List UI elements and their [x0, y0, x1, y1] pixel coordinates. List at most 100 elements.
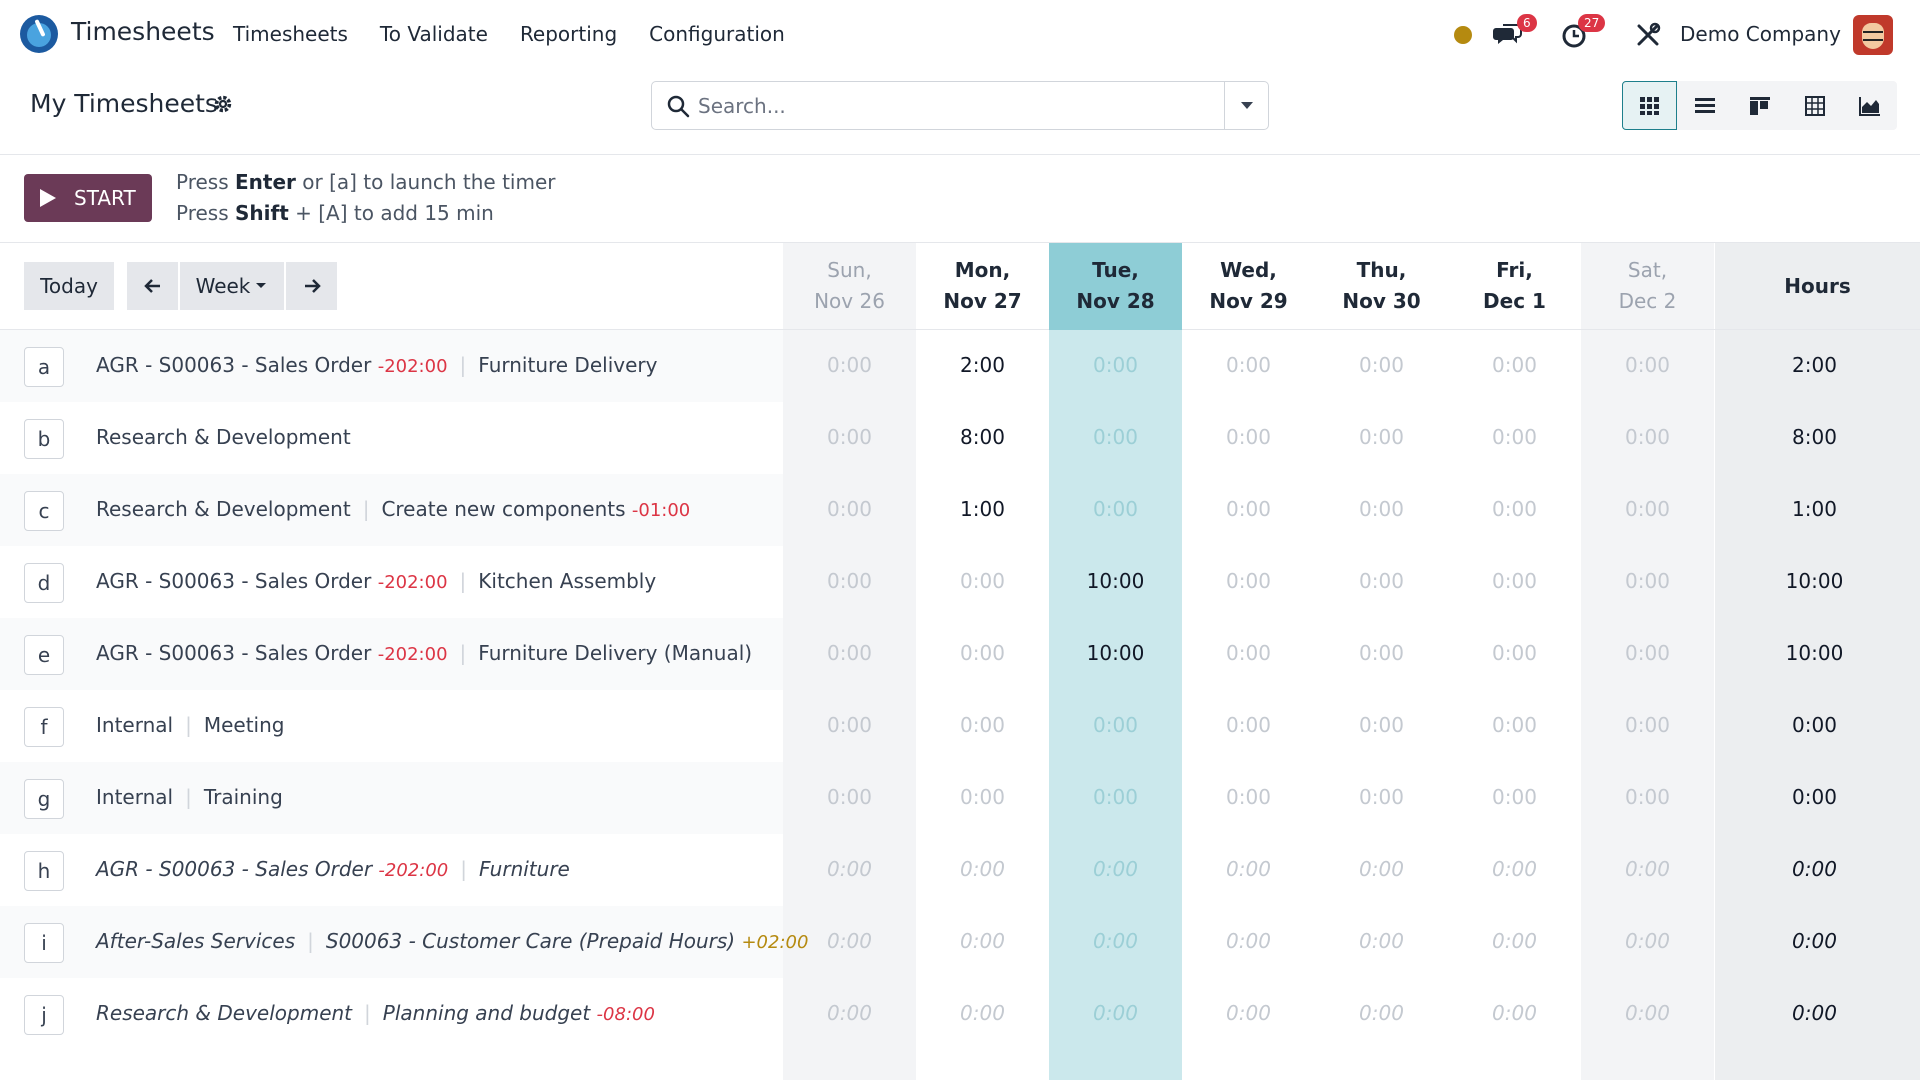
hours-cell[interactable]: 0:00 — [1226, 1001, 1271, 1025]
hours-cell[interactable]: 0:00 — [960, 713, 1005, 737]
hours-cell[interactable]: 0:00 — [827, 425, 872, 449]
menu-item-reporting[interactable]: Reporting — [519, 22, 618, 46]
hours-cell[interactable]: 0:00 — [1359, 353, 1404, 377]
hours-cell[interactable]: 0:00 — [1359, 569, 1404, 593]
hours-cell[interactable]: 0:00 — [1492, 929, 1537, 953]
hours-cell[interactable]: 0:00 — [1226, 857, 1271, 881]
hours-cell[interactable]: 0:00 — [1226, 929, 1271, 953]
debug-tools-icon[interactable] — [1633, 20, 1663, 50]
hours-cell[interactable]: 0:00 — [1093, 785, 1138, 809]
hours-cell[interactable]: 0:00 — [1625, 569, 1670, 593]
hours-cell[interactable]: 0:00 — [827, 641, 872, 665]
hours-cell[interactable]: 0:00 — [1093, 425, 1138, 449]
hours-cell[interactable]: 0:00 — [1093, 1001, 1138, 1025]
row-shortcut-key[interactable]: c — [24, 491, 64, 531]
grid-view-button[interactable] — [1622, 81, 1677, 130]
hours-cell[interactable]: 0:00 — [1492, 1001, 1537, 1025]
today-button[interactable]: Today — [24, 262, 114, 310]
hours-cell[interactable]: 0:00 — [1625, 497, 1670, 521]
hours-cell[interactable]: 0:00 — [1359, 785, 1404, 809]
hours-cell[interactable]: 0:00 — [1625, 785, 1670, 809]
pivot-view-button[interactable] — [1787, 81, 1842, 130]
company-switcher[interactable]: Demo Company — [1680, 22, 1841, 46]
hours-cell[interactable]: 0:00 — [960, 569, 1005, 593]
user-avatar[interactable] — [1853, 15, 1893, 55]
hours-cell[interactable]: 0:00 — [827, 857, 872, 881]
week-range-dropdown[interactable]: Week — [180, 262, 284, 310]
hours-cell[interactable]: 0:00 — [1492, 353, 1537, 377]
row-shortcut-key[interactable]: h — [24, 851, 64, 891]
graph-view-button[interactable] — [1842, 81, 1897, 130]
hours-cell[interactable]: 0:00 — [1359, 497, 1404, 521]
menu-item-timesheets[interactable]: Timesheets — [233, 22, 348, 46]
row-shortcut-key[interactable]: d — [24, 563, 64, 603]
list-view-button[interactable] — [1677, 81, 1732, 130]
hours-cell[interactable]: 0:00 — [1093, 857, 1138, 881]
presence-status-icon[interactable] — [1454, 26, 1472, 44]
hours-cell[interactable]: 10:00 — [1086, 569, 1145, 593]
hours-cell[interactable]: 0:00 — [1492, 425, 1537, 449]
hours-cell[interactable]: 2:00 — [960, 353, 1005, 377]
hours-cell[interactable]: 0:00 — [960, 857, 1005, 881]
row-shortcut-key[interactable]: i — [24, 923, 64, 963]
hours-cell[interactable]: 0:00 — [1093, 929, 1138, 953]
row-shortcut-key[interactable]: j — [24, 995, 64, 1035]
hours-cell[interactable]: 1:00 — [960, 497, 1005, 521]
hours-cell[interactable]: 0:00 — [827, 713, 872, 737]
row-shortcut-key[interactable]: g — [24, 779, 64, 819]
hours-cell[interactable]: 0:00 — [1226, 713, 1271, 737]
hours-cell[interactable]: 0:00 — [1359, 929, 1404, 953]
timesheets-app-icon[interactable] — [20, 15, 58, 53]
start-timer-button[interactable]: START — [24, 174, 152, 222]
hours-cell[interactable]: 0:00 — [960, 1001, 1005, 1025]
search-input[interactable] — [698, 90, 1198, 122]
hours-cell[interactable]: 0:00 — [1226, 497, 1271, 521]
hours-cell[interactable]: 0:00 — [827, 497, 872, 521]
hours-cell[interactable]: 0:00 — [960, 641, 1005, 665]
hours-cell[interactable]: 0:00 — [1093, 497, 1138, 521]
hours-cell[interactable]: 0:00 — [1226, 425, 1271, 449]
hours-cell[interactable]: 0:00 — [1359, 857, 1404, 881]
hours-cell[interactable]: 0:00 — [1359, 425, 1404, 449]
hours-cell[interactable]: 0:00 — [1093, 353, 1138, 377]
kanban-view-button[interactable] — [1732, 81, 1787, 130]
hours-cell[interactable]: 0:00 — [1625, 857, 1670, 881]
hours-cell[interactable]: 0:00 — [827, 1001, 872, 1025]
hours-cell[interactable]: 0:00 — [827, 569, 872, 593]
hours-cell[interactable]: 0:00 — [960, 785, 1005, 809]
hours-cell[interactable]: 0:00 — [1492, 713, 1537, 737]
row-shortcut-key[interactable]: b — [24, 419, 64, 459]
hours-cell[interactable]: 0:00 — [1625, 929, 1670, 953]
gear-icon[interactable] — [212, 93, 234, 115]
hours-cell[interactable]: 10:00 — [1086, 641, 1145, 665]
hours-cell[interactable]: 0:00 — [1226, 785, 1271, 809]
hours-cell[interactable]: 0:00 — [1492, 569, 1537, 593]
previous-week-button[interactable] — [127, 262, 178, 310]
hours-cell[interactable]: 0:00 — [1226, 569, 1271, 593]
row-shortcut-key[interactable]: f — [24, 707, 64, 747]
hours-cell[interactable]: 0:00 — [960, 929, 1005, 953]
next-week-button[interactable] — [286, 262, 337, 310]
hours-cell[interactable]: 0:00 — [1625, 1001, 1670, 1025]
hours-cell[interactable]: 0:00 — [1093, 713, 1138, 737]
hours-cell[interactable]: 0:00 — [1492, 785, 1537, 809]
hours-cell[interactable]: 0:00 — [1492, 641, 1537, 665]
row-shortcut-key[interactable]: e — [24, 635, 64, 675]
hours-cell[interactable]: 0:00 — [1492, 857, 1537, 881]
menu-item-to-validate[interactable]: To Validate — [379, 22, 488, 46]
hours-cell[interactable]: 0:00 — [1359, 641, 1404, 665]
hours-cell[interactable]: 0:00 — [1226, 641, 1271, 665]
hours-cell[interactable]: 0:00 — [1226, 353, 1271, 377]
search-options-toggle[interactable] — [1224, 82, 1268, 129]
activity-clock-icon[interactable] — [1560, 20, 1590, 50]
hours-cell[interactable]: 0:00 — [1625, 641, 1670, 665]
hours-cell[interactable]: 0:00 — [1492, 497, 1537, 521]
hours-cell[interactable]: 8:00 — [960, 425, 1005, 449]
app-name[interactable]: Timesheets — [71, 17, 215, 46]
menu-item-configuration[interactable]: Configuration — [649, 22, 785, 46]
hours-cell[interactable]: 0:00 — [827, 353, 872, 377]
hours-cell[interactable]: 0:00 — [827, 785, 872, 809]
hours-cell[interactable]: 0:00 — [1625, 425, 1670, 449]
hours-cell[interactable]: 0:00 — [1625, 353, 1670, 377]
hours-cell[interactable]: 0:00 — [1359, 713, 1404, 737]
